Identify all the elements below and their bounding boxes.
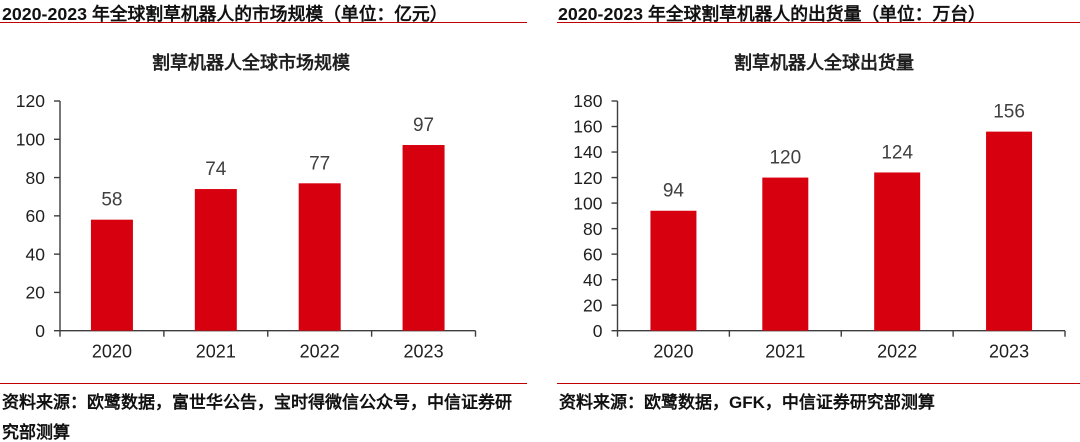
- bar-chart-1: 0 20 40 60 80 100 120 140 160 180 94 2020 120 2021 124…: [573, 91, 1066, 362]
- x-category-label: 2021: [196, 342, 236, 362]
- y-tick-label: 40: [583, 270, 603, 290]
- y-tick-label: 20: [26, 283, 46, 303]
- x-category-label: 2022: [300, 342, 340, 362]
- bar-2022: [298, 183, 341, 331]
- source-divider-right: [557, 383, 1080, 385]
- bar-2021: [762, 177, 809, 331]
- x-category-label: 2023: [404, 342, 444, 362]
- x-category-label: 2020: [92, 342, 132, 362]
- caption-underline-left: [0, 22, 527, 24]
- figure-caption-market-size: 2020-2023 年全球割草机器人的市场规模（单位：亿元）: [2, 4, 448, 24]
- y-tick-label: 40: [26, 244, 46, 264]
- source-note-market-size: 资料来源：欧鹭数据，富世华公告，宝时得微信公众号，中信证券研究部测算: [2, 393, 512, 442]
- bar-value-label: 156: [993, 102, 1025, 123]
- y-tick-label: 100: [16, 129, 45, 149]
- caption-underline-right: [557, 22, 1080, 24]
- y-tick-label: 100: [573, 193, 602, 213]
- bar-value-label: 97: [413, 115, 434, 136]
- y-tick-label: 0: [35, 321, 45, 341]
- source-note-shipments: 资料来源：欧鹭数据，GFK，中信证券研究部测算: [559, 393, 935, 412]
- y-tick-label: 120: [573, 168, 602, 188]
- bar-value-label: 58: [101, 190, 122, 211]
- y-tick-label: 20: [583, 295, 603, 315]
- x-category-label: 2022: [877, 342, 917, 362]
- bar-value-label: 77: [309, 153, 330, 174]
- figure-caption-shipments: 2020-2023 年全球割草机器人的出货量（单位：万台）: [558, 4, 986, 24]
- x-category-label: 2023: [989, 342, 1029, 362]
- bar-2023: [402, 145, 445, 331]
- bar-2023: [986, 131, 1033, 331]
- y-tick-label: 80: [26, 168, 46, 188]
- bar-value-label: 74: [205, 159, 227, 180]
- bar-value-label: 94: [663, 181, 685, 202]
- bar-2022: [874, 172, 921, 331]
- bar-value-label: 124: [881, 142, 913, 163]
- y-tick-label: 60: [26, 206, 46, 226]
- bar-2021: [194, 189, 237, 331]
- bar-chart-0: 0 20 40 60 80 100 120 58 2020 74 2021 77 2022 97 2023: [16, 91, 477, 362]
- x-category-label: 2021: [765, 342, 805, 362]
- y-tick-label: 60: [583, 244, 603, 264]
- chart-title-shipments: 割草机器人全球出货量: [734, 53, 914, 73]
- y-tick-label: 140: [573, 142, 602, 162]
- bar-value-label: 120: [769, 148, 801, 169]
- x-category-label: 2020: [653, 342, 693, 362]
- y-tick-label: 160: [573, 117, 602, 137]
- bar-2020: [90, 219, 133, 331]
- chart-title-market-size: 割草机器人全球市场规模: [152, 53, 350, 73]
- y-tick-label: 120: [16, 91, 45, 111]
- source-divider-left: [0, 383, 527, 385]
- y-tick-label: 180: [573, 91, 602, 111]
- y-tick-label: 0: [593, 321, 603, 341]
- bar-2020: [650, 210, 697, 331]
- y-tick-label: 80: [583, 219, 603, 239]
